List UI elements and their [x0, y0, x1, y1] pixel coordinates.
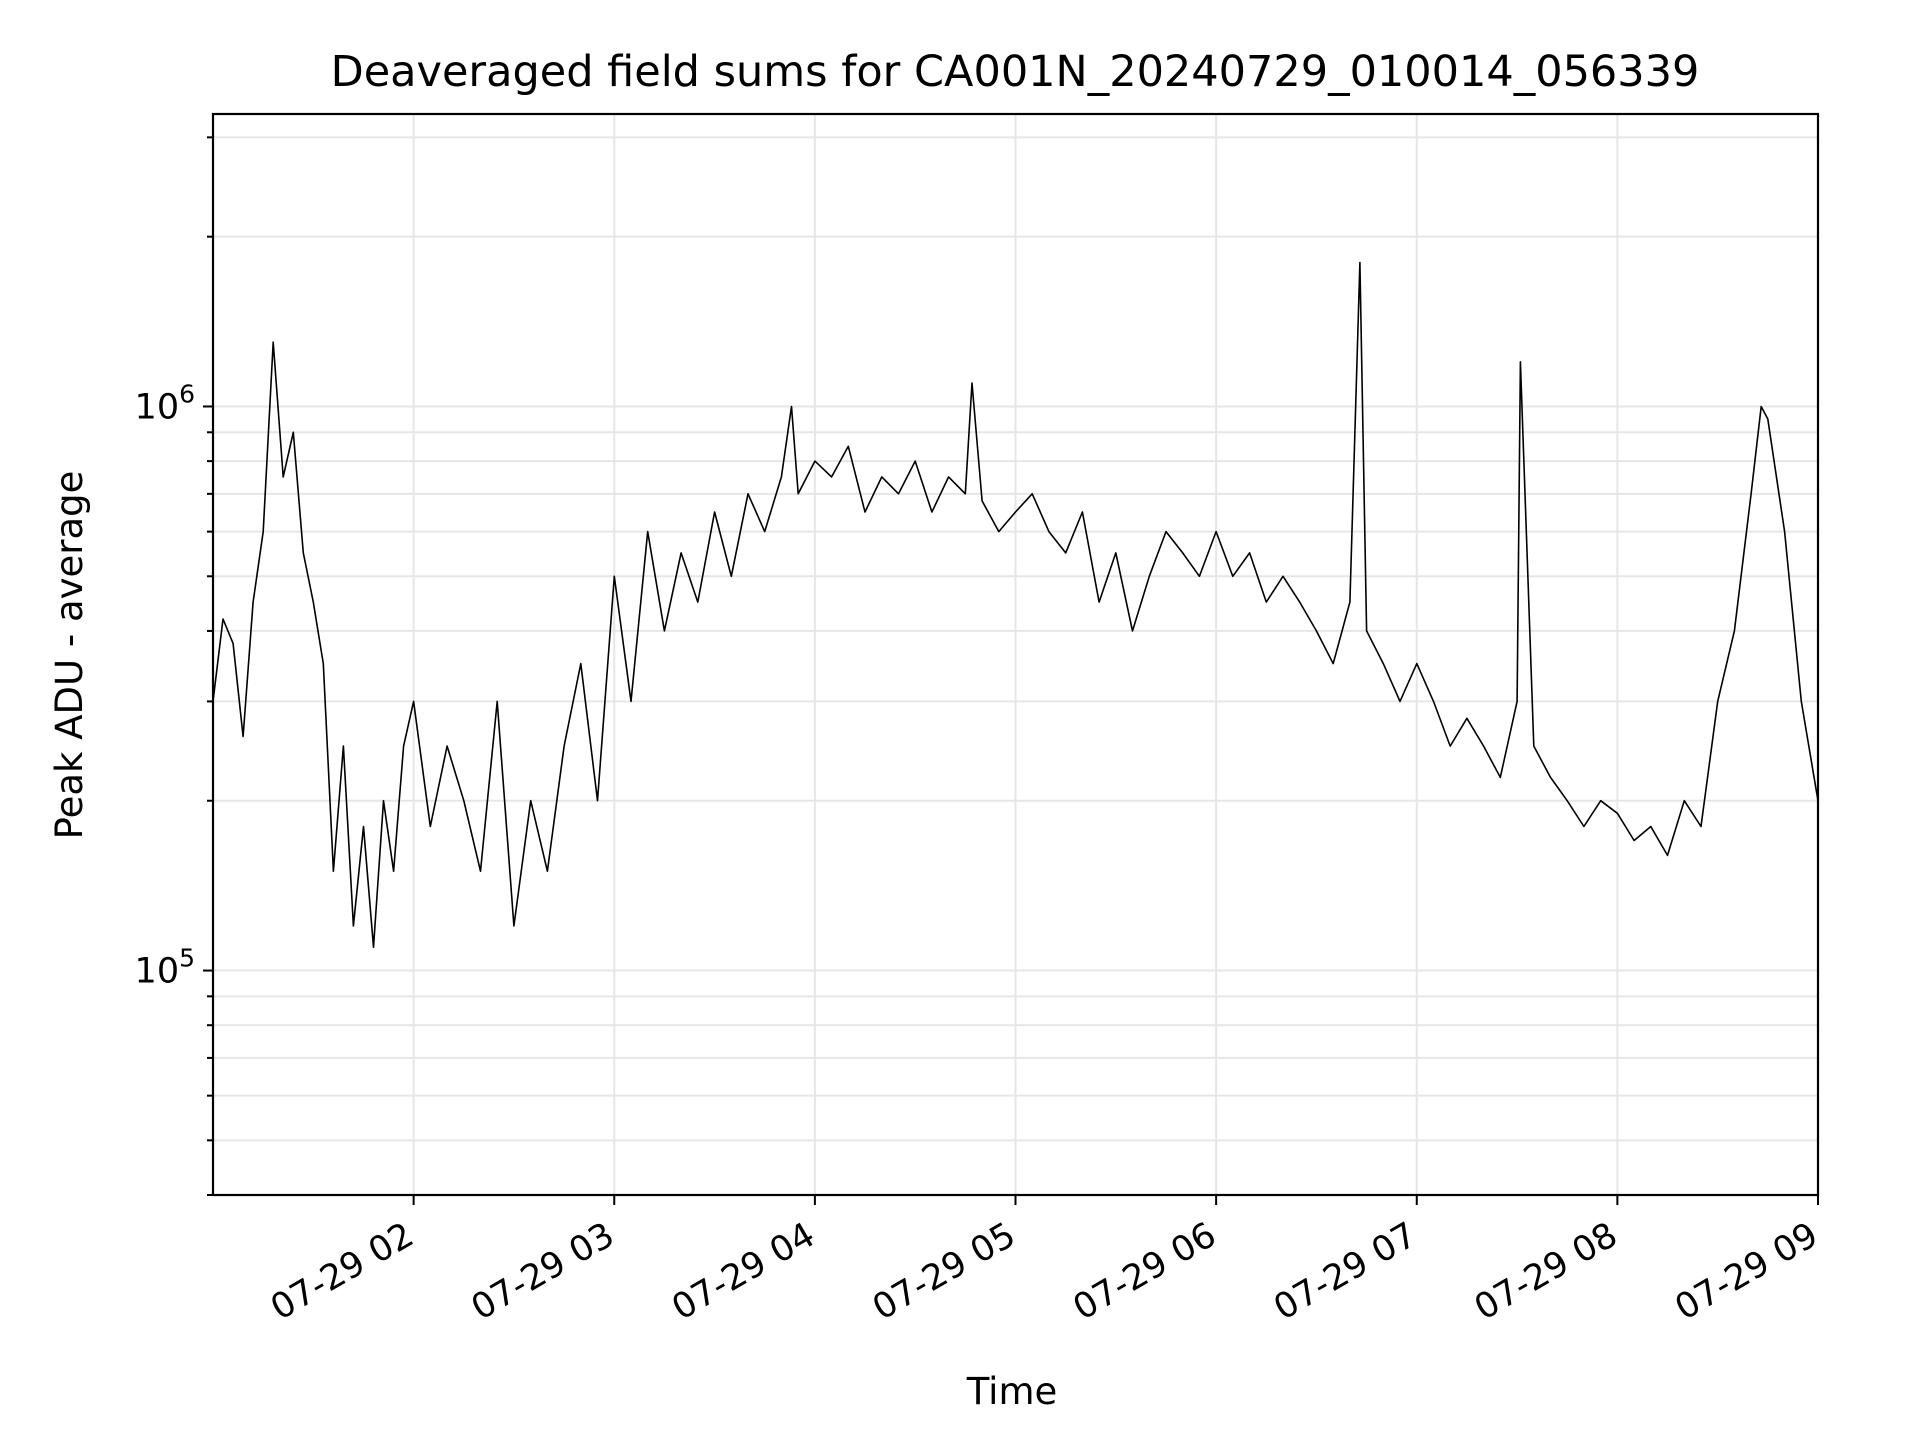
x-axis-label: Time — [966, 1370, 1058, 1413]
series-line — [212, 261, 1819, 948]
x-tick-label: 07-29 04 — [665, 1215, 821, 1328]
chart-title: Deaveraged field sums for CA001N_2024072… — [331, 47, 1700, 97]
y-tick-label: 105 — [135, 944, 195, 992]
x-tick-label: 07-29 08 — [1468, 1215, 1624, 1328]
x-tick-label: 07-29 09 — [1669, 1215, 1825, 1328]
axis-ticks: 105 106 07-29 02 07-29 03 07-29 04 07-29 05 07… — [135, 136, 1825, 1328]
x-tick-label: 07-29 06 — [1067, 1215, 1223, 1328]
x-tick-label: 07-29 05 — [866, 1215, 1022, 1328]
x-tick-label: 07-29 03 — [465, 1215, 621, 1328]
y-axis-label: Peak ADU - average — [48, 471, 91, 840]
x-tick-label: 07-29 07 — [1267, 1215, 1423, 1328]
x-tick-label: 07-29 02 — [264, 1215, 420, 1328]
y-tick-label: 106 — [135, 379, 195, 427]
grid-lines — [213, 114, 1818, 1196]
